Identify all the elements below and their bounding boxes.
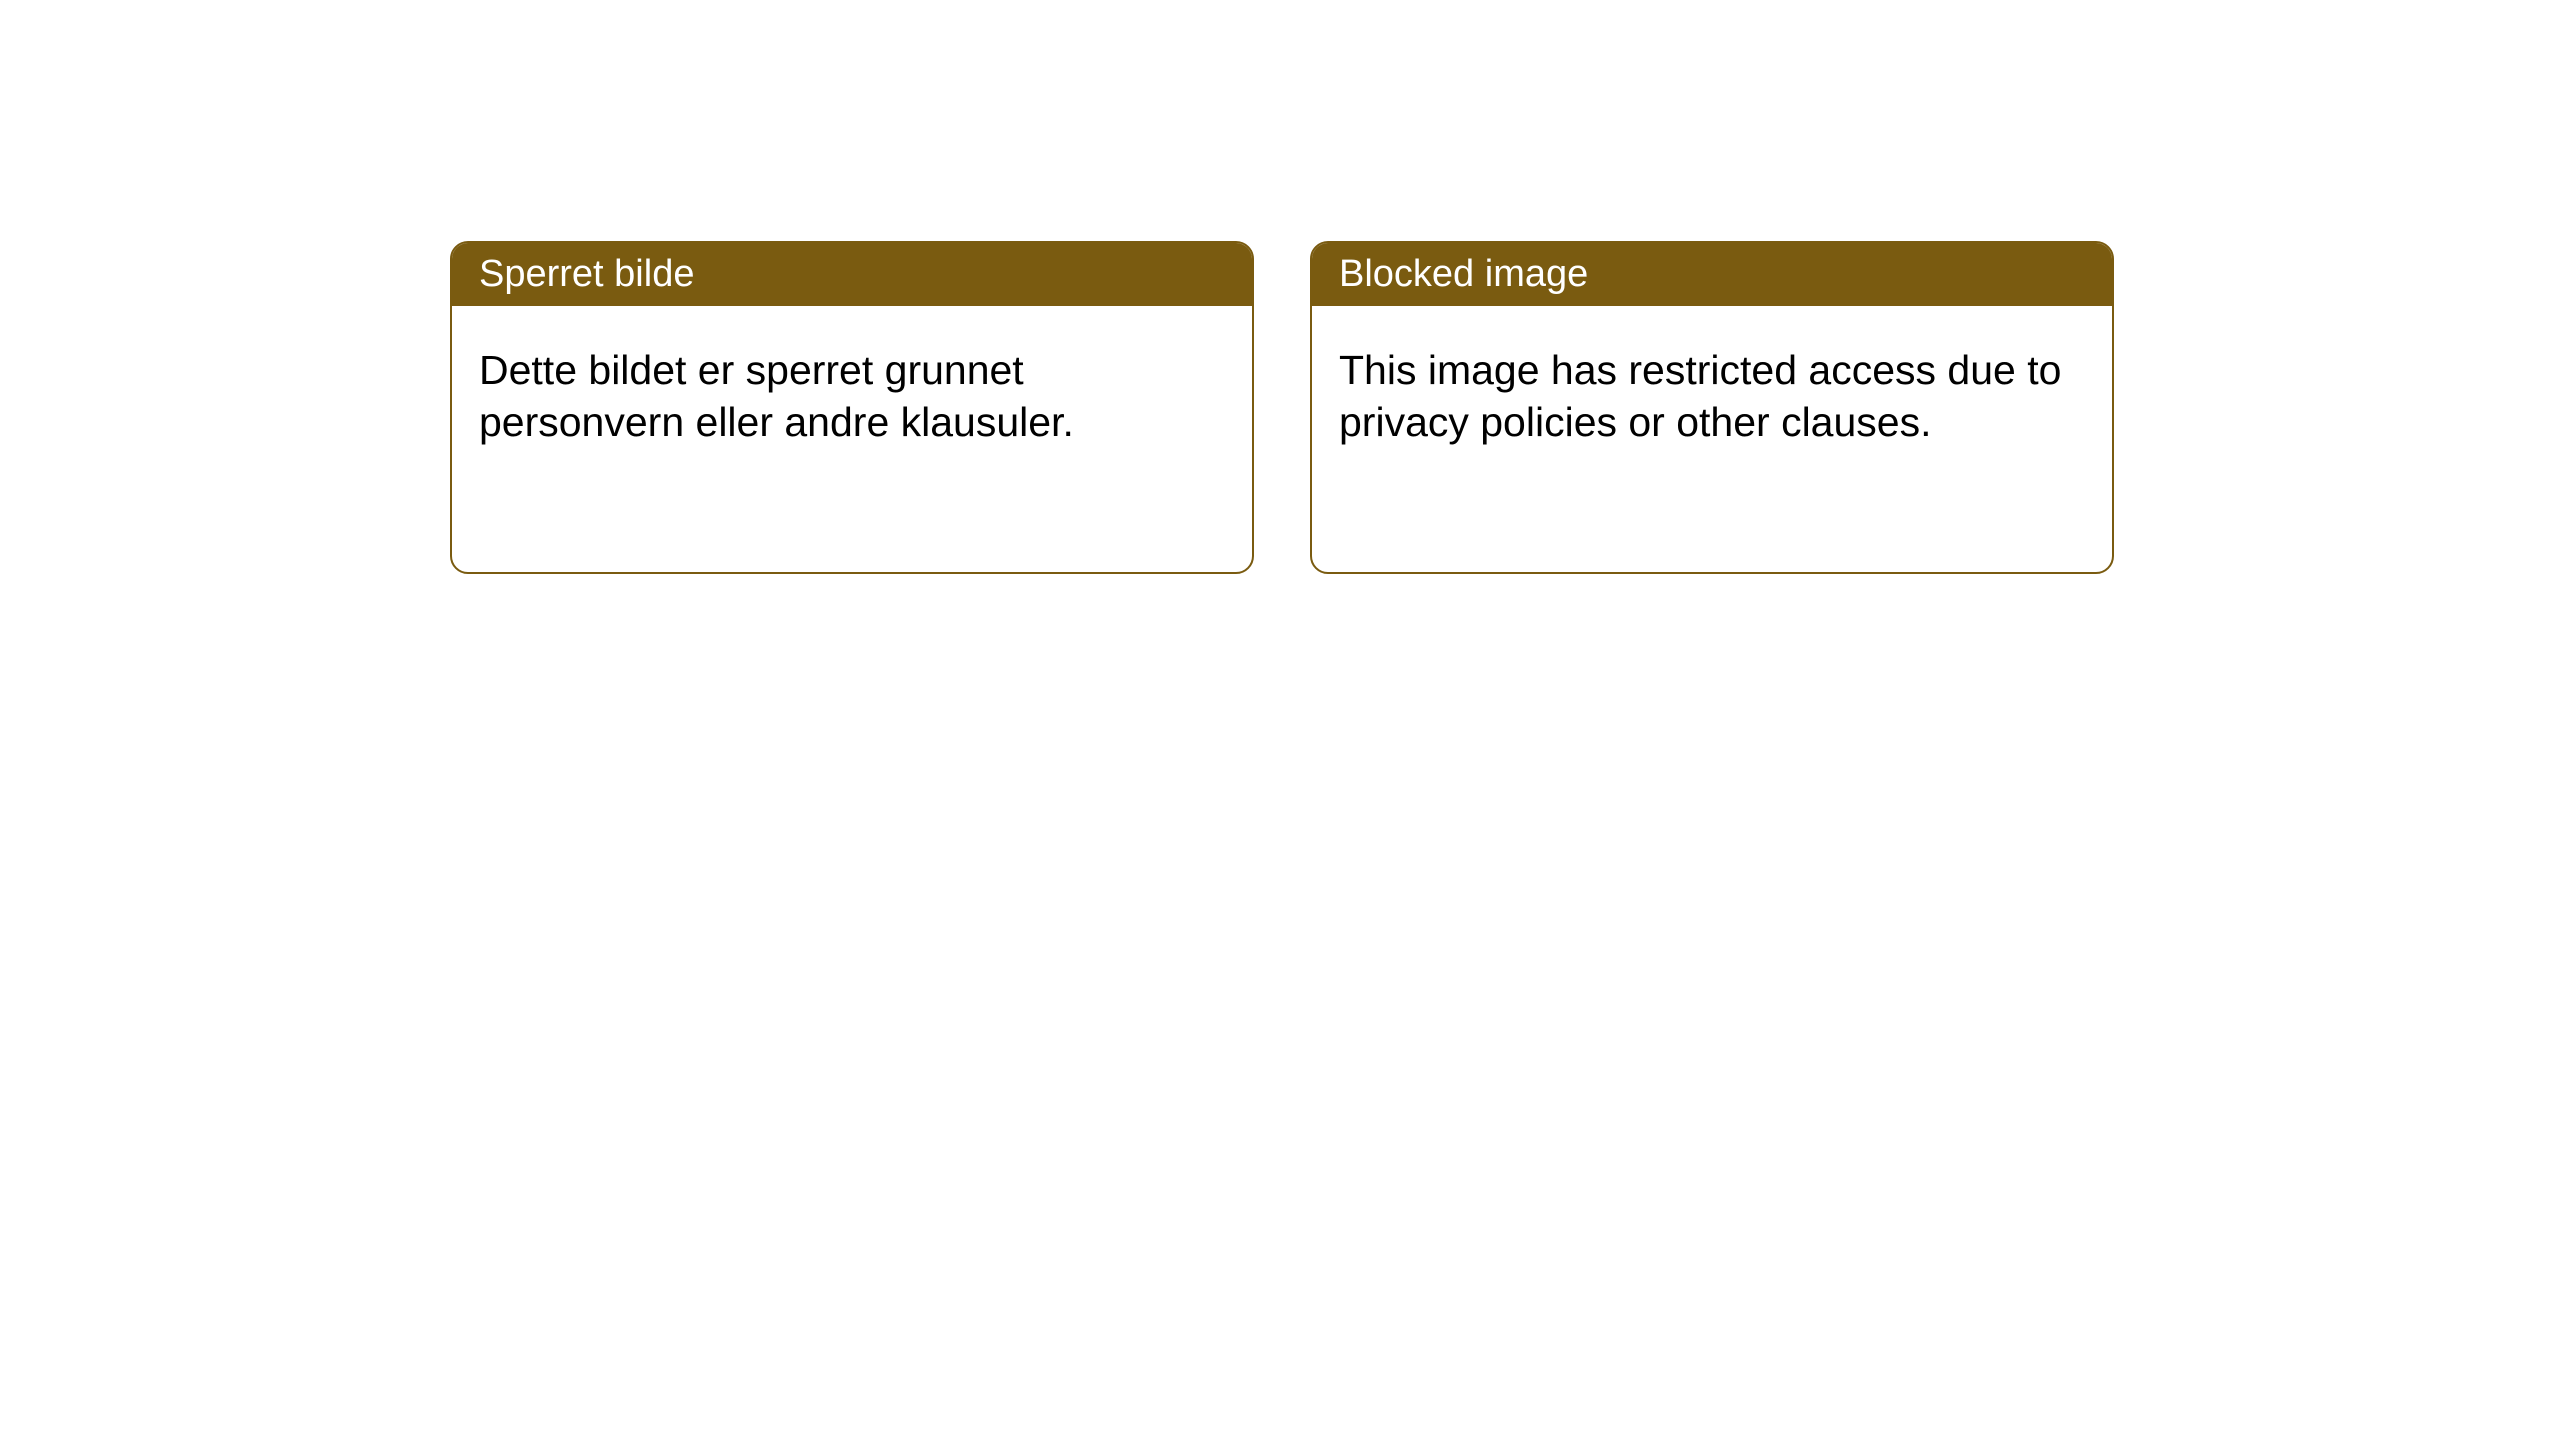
- card-body-en: This image has restricted access due to …: [1312, 306, 2112, 486]
- blocked-image-card-en: Blocked image This image has restricted …: [1310, 241, 2114, 574]
- card-body-text-en: This image has restricted access due to …: [1339, 347, 2061, 445]
- card-body-text-no: Dette bildet er sperret grunnet personve…: [479, 347, 1074, 445]
- card-title-no: Sperret bilde: [479, 253, 694, 295]
- card-title-en: Blocked image: [1339, 253, 1588, 295]
- notice-cards-container: Sperret bilde Dette bildet er sperret gr…: [0, 0, 2560, 574]
- card-body-no: Dette bildet er sperret grunnet personve…: [452, 306, 1252, 486]
- blocked-image-card-no: Sperret bilde Dette bildet er sperret gr…: [450, 241, 1254, 574]
- card-header-en: Blocked image: [1312, 243, 2112, 306]
- card-header-no: Sperret bilde: [452, 243, 1252, 306]
